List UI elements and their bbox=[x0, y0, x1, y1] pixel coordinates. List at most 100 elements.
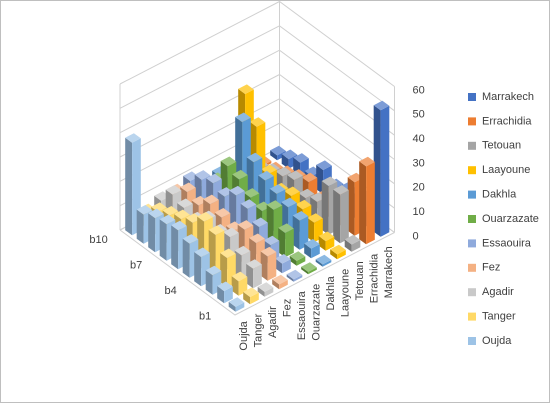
bar-side bbox=[217, 286, 225, 304]
category-label: b10 bbox=[89, 234, 107, 246]
z-tick-label: 20 bbox=[413, 182, 425, 194]
bar-front bbox=[340, 190, 349, 244]
grid-line bbox=[119, 98, 395, 185]
bar-top bbox=[293, 153, 309, 163]
bar-top bbox=[330, 244, 346, 255]
series-axis-label: Ouarzazate bbox=[311, 284, 323, 341]
bar-top bbox=[315, 254, 332, 265]
category-label: b4 bbox=[165, 285, 177, 297]
bar-top bbox=[243, 188, 260, 198]
bar-top bbox=[249, 117, 266, 127]
bar-top bbox=[180, 182, 196, 193]
legend-swatch bbox=[468, 215, 476, 223]
bar-top bbox=[307, 213, 323, 223]
bar-front bbox=[264, 287, 274, 297]
bar-top bbox=[235, 112, 251, 123]
bar-side bbox=[330, 249, 338, 260]
bar bbox=[344, 234, 361, 252]
z-tick-label: 60 bbox=[413, 84, 425, 96]
series-axis-label: Agadir bbox=[267, 306, 279, 338]
grid-line bbox=[119, 25, 395, 112]
bar-top bbox=[185, 213, 202, 223]
bar-top bbox=[359, 156, 375, 167]
series-axis-label: Dakhla bbox=[325, 275, 337, 310]
bar-top bbox=[281, 149, 298, 160]
bar-side bbox=[194, 252, 202, 287]
bar-front bbox=[337, 249, 346, 260]
bar bbox=[246, 259, 262, 289]
bar bbox=[359, 156, 375, 245]
bar-top bbox=[246, 259, 262, 269]
bar-side bbox=[281, 154, 289, 169]
bar bbox=[278, 223, 294, 258]
bar-front bbox=[267, 252, 277, 281]
bar-top bbox=[289, 251, 306, 261]
bar-top bbox=[301, 262, 317, 272]
bar-top bbox=[162, 206, 179, 216]
legend-swatch bbox=[468, 312, 476, 321]
bar-side bbox=[289, 255, 297, 266]
bar-top bbox=[220, 156, 237, 167]
bar-top bbox=[281, 197, 297, 208]
bar bbox=[373, 100, 390, 237]
bar bbox=[318, 231, 335, 251]
bar-side bbox=[316, 164, 324, 195]
bar-side bbox=[205, 270, 213, 295]
bar bbox=[304, 239, 320, 259]
bar-top bbox=[203, 194, 219, 205]
bar-top bbox=[182, 234, 199, 244]
bar-front bbox=[253, 264, 262, 289]
bar-top bbox=[171, 220, 187, 231]
bar bbox=[286, 269, 303, 282]
bar-top bbox=[223, 227, 239, 238]
series-axis-label: Essaouira bbox=[296, 290, 308, 340]
bar-top bbox=[214, 208, 231, 218]
z-tick-label: 50 bbox=[413, 109, 425, 121]
bar-side bbox=[275, 258, 283, 274]
bar-top bbox=[249, 233, 265, 244]
bar-top bbox=[246, 152, 263, 163]
bar-top bbox=[125, 133, 141, 143]
legend-swatch bbox=[468, 288, 476, 297]
bar-side bbox=[373, 105, 381, 237]
bar-top bbox=[344, 234, 361, 245]
bar-front bbox=[299, 216, 309, 250]
bar-top bbox=[266, 200, 283, 210]
legend-swatch bbox=[468, 239, 476, 248]
bar-front bbox=[282, 259, 291, 274]
bar-side bbox=[315, 259, 323, 267]
bar-front bbox=[293, 274, 303, 282]
legend-label: Ouarzazate bbox=[482, 213, 539, 225]
legend-swatch bbox=[468, 337, 476, 345]
series-axis-label: Tanger bbox=[253, 313, 265, 347]
bar-front bbox=[366, 161, 375, 245]
bar-top bbox=[257, 282, 274, 292]
legend-label: Dakhla bbox=[482, 189, 517, 201]
category-label: b7 bbox=[130, 260, 142, 272]
bar-top bbox=[232, 169, 248, 180]
bar-top bbox=[165, 185, 182, 195]
bar-front bbox=[351, 240, 361, 252]
bar-side bbox=[257, 286, 265, 297]
bar-top bbox=[191, 195, 208, 206]
bar bbox=[217, 281, 233, 304]
bar-side bbox=[260, 251, 268, 281]
bar-top bbox=[373, 100, 390, 111]
bar-side bbox=[231, 276, 239, 296]
bar-side bbox=[136, 209, 144, 244]
legend-swatch bbox=[468, 141, 476, 150]
bar-side bbox=[359, 161, 367, 245]
bar-top bbox=[205, 265, 222, 276]
bar-side bbox=[125, 137, 133, 236]
bar bbox=[228, 297, 245, 312]
bar-top bbox=[321, 176, 338, 187]
bar-top bbox=[197, 212, 213, 222]
bar-front bbox=[311, 244, 320, 259]
bar-side bbox=[246, 263, 254, 289]
bar-side bbox=[333, 189, 341, 244]
bar-top bbox=[304, 239, 320, 249]
legend-label: Tanger bbox=[482, 311, 516, 323]
legend-label: Essaouira bbox=[482, 237, 532, 249]
series-axis-label: Fez bbox=[282, 299, 294, 317]
